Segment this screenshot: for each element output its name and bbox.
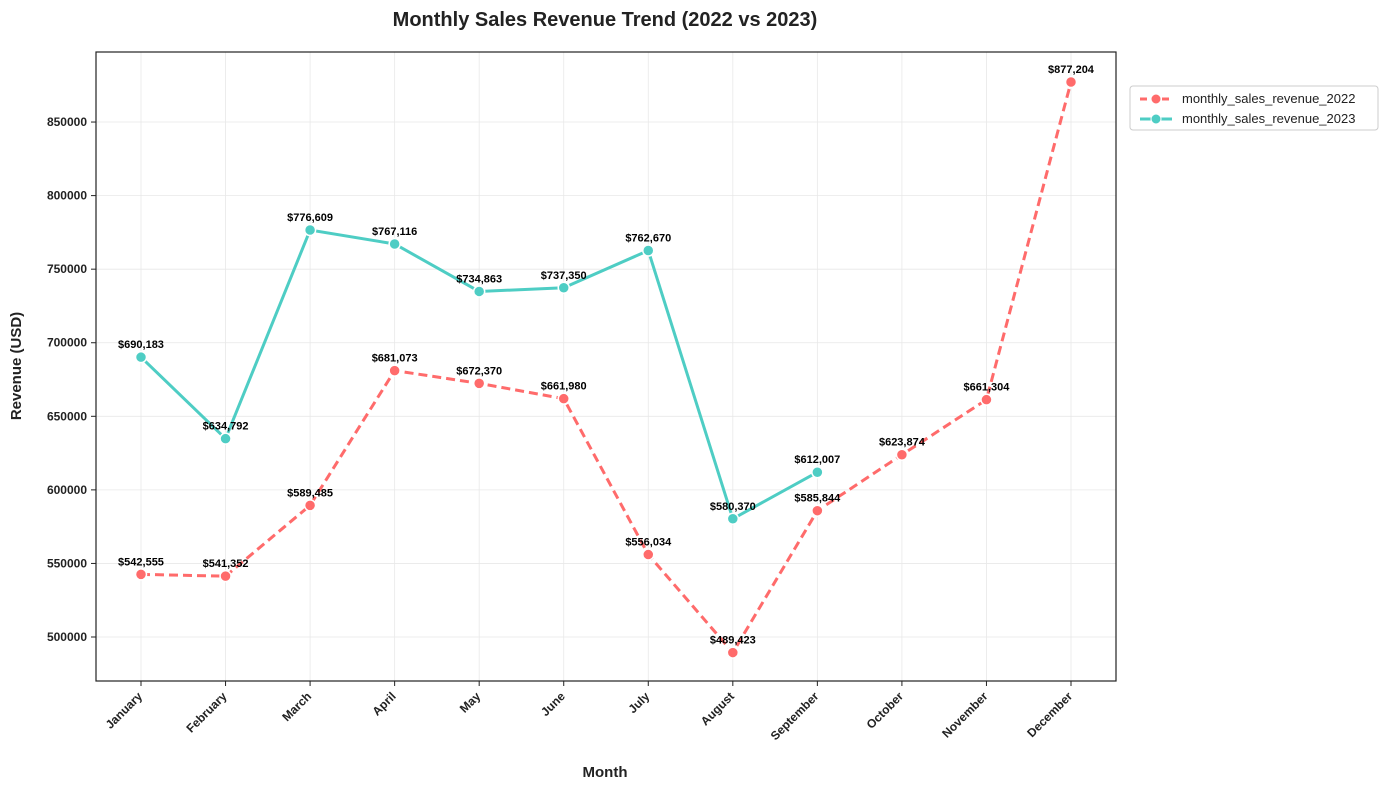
value-label: $737,350 (541, 270, 587, 282)
x-tick-label: September (768, 689, 822, 743)
data-point (303, 223, 317, 237)
value-label: $556,034 (625, 537, 672, 549)
data-point (388, 364, 401, 377)
data-point (388, 237, 401, 251)
value-label: $877,204 (1048, 64, 1095, 76)
x-tick-label: January (103, 689, 146, 732)
value-label: $681,073 (372, 353, 418, 365)
y-tick-label: 850000 (47, 115, 87, 129)
data-point (1064, 75, 1078, 89)
x-tick-label: July (626, 689, 653, 716)
data-point (557, 392, 570, 405)
chart-title: Monthly Sales Revenue Trend (2022 vs 202… (393, 9, 818, 31)
data-point (219, 432, 232, 445)
y-tick-label: 650000 (47, 409, 87, 423)
x-tick-label: May (457, 689, 484, 716)
data-point (726, 646, 740, 659)
x-axis-label: Month (583, 764, 628, 781)
data-point (134, 350, 148, 364)
y-tick-label: 600000 (47, 483, 87, 497)
data-point (219, 569, 232, 583)
data-point (557, 281, 570, 295)
data-point (811, 465, 824, 479)
x-tick-label: March (279, 689, 314, 724)
x-tick-label: June (538, 689, 568, 719)
value-label: $580,370 (710, 501, 756, 513)
value-label: $541,352 (203, 558, 249, 570)
data-point (980, 393, 993, 406)
legend-marker (1150, 113, 1162, 125)
data-point (134, 568, 148, 581)
x-tick-label: August (698, 689, 737, 728)
value-label: $589,485 (287, 487, 333, 499)
data-point (472, 285, 486, 298)
x-tick-label: December (1024, 689, 1075, 740)
value-label: $672,370 (456, 365, 502, 377)
value-label: $661,980 (541, 381, 587, 393)
value-label: $612,007 (794, 454, 840, 466)
legend-label: monthly_sales_revenue_2022 (1182, 91, 1355, 106)
legend-marker (1150, 93, 1162, 105)
data-point (895, 448, 909, 461)
y-tick-label: 500000 (47, 630, 87, 644)
legend-label: monthly_sales_revenue_2023 (1182, 111, 1355, 126)
x-tick-label: April (370, 689, 399, 718)
x-tick-label: November (939, 689, 991, 741)
data-point (642, 244, 655, 257)
value-label: $776,609 (287, 212, 333, 224)
data-point (472, 377, 486, 390)
value-label: $690,183 (118, 339, 164, 351)
value-label: $542,555 (118, 556, 164, 568)
value-label: $634,792 (203, 421, 249, 433)
value-label: $762,670 (625, 233, 671, 245)
y-axis-label: Revenue (USD) (8, 312, 25, 420)
data-point (811, 504, 824, 517)
y-tick-label: 800000 (47, 189, 87, 203)
value-label: $734,863 (456, 273, 502, 285)
data-point (303, 499, 317, 512)
y-tick-label: 750000 (47, 262, 87, 276)
data-point (726, 512, 740, 526)
y-tick-label: 700000 (47, 336, 87, 350)
value-label: $661,304 (964, 382, 1011, 394)
data-point (642, 548, 655, 561)
y-tick-label: 550000 (47, 556, 87, 570)
x-tick-label: October (864, 689, 907, 732)
value-label: $585,844 (794, 493, 841, 505)
value-label: $623,874 (879, 437, 926, 449)
value-label: $489,423 (710, 635, 756, 647)
x-tick-label: February (183, 689, 229, 735)
plot-frame (95, 51, 1117, 682)
legend-box (1129, 85, 1379, 131)
value-label: $767,116 (372, 226, 417, 238)
series-line (140, 81, 1073, 656)
